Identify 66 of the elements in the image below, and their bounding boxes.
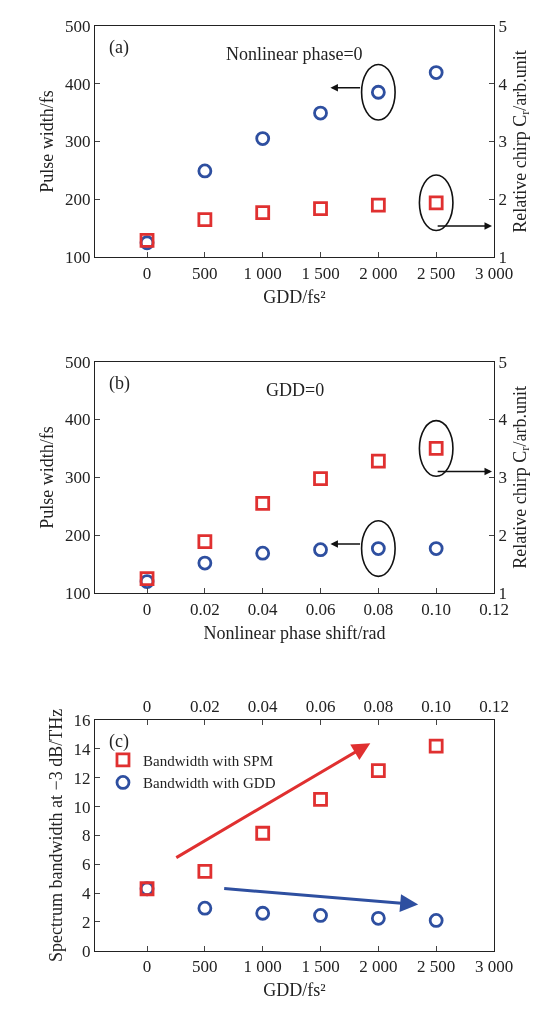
x2-tick-label: 0.12 — [479, 697, 509, 717]
x2-tick-label: 0.06 — [305, 697, 336, 717]
x-tick-label: 0 — [142, 263, 152, 283]
x2-tick-label: 0.02 — [189, 697, 220, 717]
x-tick-label: 0 — [142, 957, 152, 977]
y-tick-label: 300 — [65, 132, 91, 152]
x-tick-label: 0.06 — [305, 599, 336, 619]
y-tick-label: 0 — [82, 941, 91, 961]
y2-tick-label: 4 — [498, 410, 508, 430]
y-tick-label: 4 — [82, 884, 91, 904]
annotation: GDD=0 — [266, 380, 325, 400]
x-tick-label: 1 000 — [243, 957, 282, 977]
y-tick-label: 300 — [65, 468, 91, 488]
y-tick-label: 14 — [73, 739, 91, 759]
y-axis-title: Spectrum bandwidth at −3 dB/THz — [45, 708, 66, 962]
x-axis-title: Nonlinear phase shift/rad — [203, 622, 386, 643]
y-tick-label: 500 — [65, 352, 91, 372]
x-tick-label: 500 — [192, 263, 218, 283]
x-tick-label: 0.08 — [363, 599, 394, 619]
x-tick-label: 3 000 — [474, 957, 514, 977]
y2-tick-label: 3 — [498, 132, 507, 152]
annotation: (b) — [109, 373, 130, 394]
y-tick-label: 400 — [65, 74, 91, 94]
y2-tick-label: 3 — [498, 468, 507, 488]
y-tick-label: 400 — [65, 410, 91, 430]
annotation: Nonlinear phase=0 — [226, 44, 363, 64]
x-axis-title: GDD/fs² — [263, 980, 326, 1001]
x2-tick-label: 0.04 — [247, 697, 279, 717]
y2-tick-label: 5 — [498, 352, 507, 372]
legend-label: Bandwidth with SPM — [142, 752, 274, 769]
y-tick-label: 100 — [65, 584, 91, 604]
x-tick-label: 2 000 — [359, 263, 398, 283]
x-tick-label: 0.10 — [421, 599, 452, 619]
y-tick-label: 8 — [82, 826, 91, 846]
annotation: (a) — [109, 37, 129, 58]
x2-tick-label: 0 — [142, 697, 152, 717]
annotation: (c) — [109, 731, 129, 752]
legend-label: Bandwidth with GDD — [142, 775, 276, 792]
y-tick-label: 100 — [65, 248, 91, 268]
y-tick-label: 10 — [73, 797, 91, 817]
y2-tick-label: 4 — [498, 74, 508, 94]
y-tick-label: 6 — [82, 855, 91, 875]
x-tick-label: 0.04 — [247, 599, 279, 619]
x-tick-label: 1 500 — [301, 263, 340, 283]
y2-tick-label: 2 — [498, 526, 507, 546]
y-tick-label: 2 — [82, 912, 91, 932]
y2-tick-label: 5 — [498, 16, 507, 36]
y-tick-label: 500 — [65, 16, 91, 36]
x-tick-label: 1 000 — [243, 263, 282, 283]
x-tick-label: 500 — [192, 957, 218, 977]
x-tick-label: 2 500 — [417, 263, 456, 283]
x-tick-label: 0 — [142, 599, 152, 619]
x-tick-label: 2 500 — [417, 957, 456, 977]
x-tick-label: 1 500 — [301, 957, 340, 977]
x2-tick-label: 0.10 — [421, 697, 452, 717]
y-tick-label: 16 — [73, 711, 91, 731]
x-tick-label: 2 000 — [359, 957, 398, 977]
y-tick-label: 12 — [73, 768, 91, 788]
y-axis-title: Pulse width/fs — [37, 90, 58, 193]
y-tick-label: 200 — [65, 526, 91, 546]
x-axis-title: GDD/fs² — [263, 286, 326, 307]
y2-tick-label: 2 — [498, 190, 507, 210]
y-axis-title: Pulse width/fs — [37, 426, 58, 529]
x-tick-label: 0.02 — [189, 599, 220, 619]
y-tick-label: 200 — [65, 190, 91, 210]
x2-tick-label: 0.08 — [363, 697, 394, 717]
